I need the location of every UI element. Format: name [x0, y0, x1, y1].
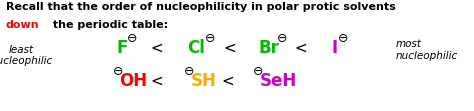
- Text: ⊖: ⊖: [184, 64, 194, 78]
- Text: I: I: [332, 39, 338, 57]
- Text: the periodic table:: the periodic table:: [49, 20, 168, 30]
- Text: <: <: [150, 73, 163, 89]
- Text: <: <: [295, 41, 307, 56]
- Text: ⊖: ⊖: [338, 32, 348, 45]
- Text: ⊖: ⊖: [253, 64, 263, 78]
- Text: ⊖: ⊖: [127, 32, 137, 45]
- Text: <: <: [224, 41, 236, 56]
- Text: SeH: SeH: [259, 72, 297, 90]
- Text: Br: Br: [258, 39, 279, 57]
- Text: Cl: Cl: [187, 39, 205, 57]
- Text: least
nucleophilic: least nucleophilic: [0, 45, 53, 66]
- Text: F: F: [116, 39, 128, 57]
- Text: OH: OH: [119, 72, 147, 90]
- Text: <: <: [221, 73, 234, 89]
- Text: ⊖: ⊖: [113, 64, 123, 78]
- Text: ⊖: ⊖: [277, 32, 288, 45]
- Text: most
nucleophilic: most nucleophilic: [396, 39, 458, 61]
- Text: down: down: [6, 20, 39, 30]
- Text: SH: SH: [191, 72, 217, 90]
- Text: ⊖: ⊖: [205, 32, 215, 45]
- Text: Recall that the order of nucleophilicity in polar protic solvents: Recall that the order of nucleophilicity…: [6, 2, 399, 12]
- Text: <: <: [150, 41, 163, 56]
